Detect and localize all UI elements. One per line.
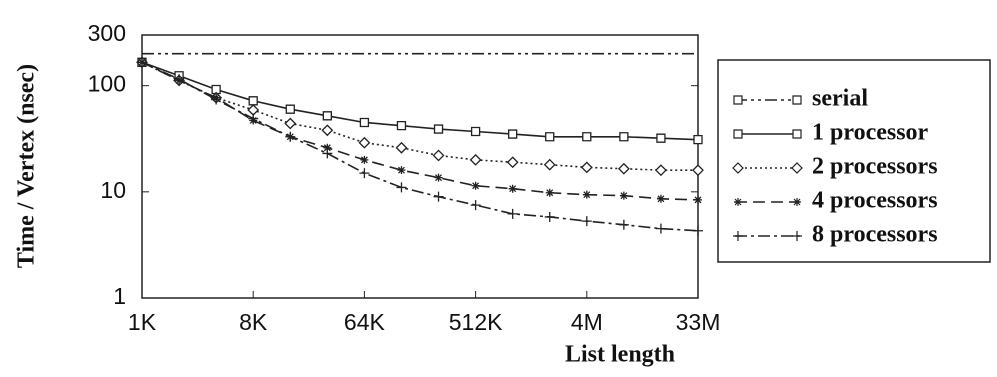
legend-marker xyxy=(792,231,802,241)
legend-marker xyxy=(734,198,742,206)
marker xyxy=(655,223,666,234)
marker xyxy=(359,168,370,179)
marker xyxy=(619,191,628,200)
marker xyxy=(211,94,222,105)
y-axis-label: Time / Vertex (nsec) xyxy=(14,64,40,268)
series-line xyxy=(141,61,699,141)
marker xyxy=(471,181,480,190)
marker xyxy=(432,149,445,162)
x-axis-label: List length xyxy=(565,342,675,368)
marker xyxy=(508,184,517,193)
marker xyxy=(321,124,334,137)
series-line xyxy=(141,61,698,171)
marker xyxy=(470,126,481,137)
y-tick-label: 100 xyxy=(88,71,126,97)
legend-label: serial xyxy=(812,86,868,112)
marker xyxy=(360,155,369,164)
legend-label: 4 processors xyxy=(812,188,938,214)
marker xyxy=(545,188,554,197)
marker xyxy=(506,156,519,169)
legend-marker xyxy=(733,231,743,241)
x-tick-label: 512K xyxy=(449,309,503,335)
marker xyxy=(582,190,591,199)
marker xyxy=(618,219,629,230)
legend-marker xyxy=(732,162,744,174)
marker xyxy=(247,104,260,116)
marker xyxy=(248,96,258,106)
marker xyxy=(284,117,297,130)
marker xyxy=(433,124,444,134)
marker xyxy=(396,182,407,193)
marker xyxy=(545,132,555,142)
legend-label: 8 processors xyxy=(812,222,938,248)
marker xyxy=(694,195,702,204)
marker xyxy=(433,191,444,202)
legend-marker xyxy=(733,95,743,105)
marker xyxy=(322,148,333,159)
marker xyxy=(395,141,408,154)
legend-marker xyxy=(733,129,743,139)
marker xyxy=(434,173,443,182)
marker xyxy=(656,133,666,143)
x-tick-label: 33M xyxy=(676,309,721,335)
marker xyxy=(693,135,703,145)
series-line xyxy=(141,61,699,232)
marker xyxy=(693,225,703,236)
marker xyxy=(617,162,630,175)
legend-marker xyxy=(792,129,802,139)
marker xyxy=(470,200,481,211)
marker xyxy=(619,132,629,142)
marker xyxy=(581,216,592,227)
x-tick-label: 8K xyxy=(239,309,268,335)
marker xyxy=(692,164,704,177)
series-line xyxy=(141,61,699,201)
x-tick-label: 64K xyxy=(344,309,386,335)
marker xyxy=(544,211,555,222)
marker xyxy=(174,74,185,85)
marker xyxy=(582,132,592,142)
marker xyxy=(655,164,667,177)
legend-label: 2 processors xyxy=(812,154,938,180)
y-tick-label: 300 xyxy=(88,20,126,46)
marker xyxy=(397,166,406,175)
plot-frame xyxy=(141,34,699,299)
marker xyxy=(396,121,407,131)
y-tick-label: 1 xyxy=(113,283,126,309)
marker xyxy=(543,158,556,171)
marker xyxy=(285,131,296,142)
marker xyxy=(137,57,147,68)
legend-marker xyxy=(791,162,803,174)
marker xyxy=(285,104,295,114)
x-tick-label: 1K xyxy=(128,309,157,335)
marker xyxy=(322,111,332,121)
y-tick-label: 10 xyxy=(100,177,126,203)
legend-box xyxy=(717,59,991,263)
marker xyxy=(656,194,665,203)
legend-marker xyxy=(792,95,802,105)
marker xyxy=(248,113,259,124)
marker xyxy=(469,153,482,166)
legend-label: 1 processor xyxy=(812,120,929,146)
legend-marker xyxy=(793,198,801,206)
marker xyxy=(358,136,371,149)
marker xyxy=(508,129,518,139)
marker xyxy=(323,143,332,152)
marker xyxy=(359,117,370,128)
marker xyxy=(507,208,518,219)
marker xyxy=(211,84,221,95)
x-tick-label: 4M xyxy=(571,309,603,335)
marker xyxy=(580,161,593,174)
